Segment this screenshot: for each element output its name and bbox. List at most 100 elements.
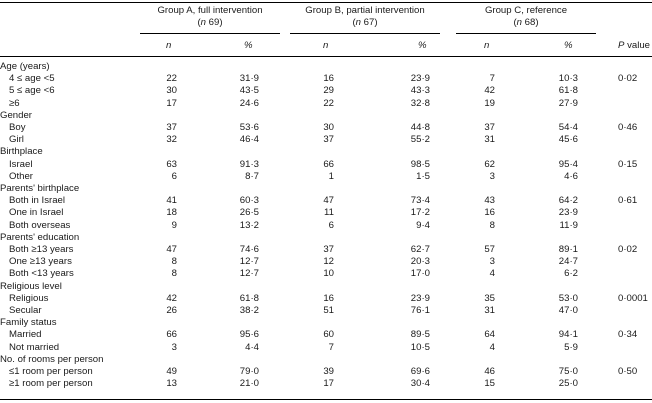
table-row: 5 ≤ age <6 30 43·5 29 43·3 42 61·8 [0,85,652,97]
row-label: Religious [9,292,49,304]
group-c-pct-cell: 61·8 [558,85,578,97]
group-c-name: Group C, reference [484,5,568,16]
row-label: Both overseas [9,219,71,231]
group-b-pct-cell: 23·9 [410,73,430,85]
group-b-n-cell: 17 [323,378,334,390]
section-title: Gender [0,109,32,121]
group-b-pct-cell: 73·4 [410,195,430,207]
table-row: Other 6 8·7 1 1·5 3 4·6 [0,171,652,183]
group-a-n-cell: 22 [166,73,177,85]
section-title: Family status [0,317,57,329]
group-c-n-cell: 8 [489,219,495,231]
group-a-n-cell: 8 [171,268,177,280]
section-header-row: Parents' birthplace [0,183,652,195]
group-a-pct-cell: 13·2 [239,219,259,231]
section-title: Age (years) [0,61,50,72]
group-b-n-cell: 39 [323,366,334,377]
group-b-pct-cell: 44·8 [410,122,430,133]
group-a-n-cell: 26 [166,305,177,316]
group-c-pct-cell: 47·0 [558,305,578,316]
group-c-n-cell: 62 [484,158,495,170]
group-c-pct-cell: 25·0 [558,378,578,390]
row-label: Married [9,329,42,341]
group-c-n: (n 68) [513,17,539,28]
group-a-n-cell: 18 [166,207,177,219]
table-row: One in Israel 18 26·5 11 17·2 16 23·9 [0,207,652,219]
group-a-pct-cell: 61·8 [239,292,259,304]
group-a-pct-cell: 26·5 [239,207,259,219]
group-b-n-cell: 16 [323,73,334,85]
group-c-pct-cell: 45·6 [558,134,578,146]
group-c-pct-cell: 53·0 [558,292,578,304]
group-b-pct-cell: 98·5 [410,158,430,170]
row-label: Girl [9,134,24,146]
group-a-pct-cell: 53·6 [239,122,259,133]
p-value-cell: 0·34 [618,329,638,341]
group-a-n-cell: 47 [166,244,177,255]
group-c-pct-cell: 23·9 [558,207,578,219]
group-b-n-cell: 16 [323,292,334,304]
p-value-cell: 0·61 [618,195,638,207]
group-a-pct-cell: 12·7 [239,268,259,280]
section-header-row: Birthplace [0,146,652,158]
group-b-pct-cell: 17·0 [410,268,430,280]
section-title: No. of rooms per person [0,353,104,365]
group-c-n-cell: 3 [489,256,495,268]
col-c-pct: % [564,40,573,51]
group-c-pct-cell: 11·9 [559,219,579,231]
group-b-rule [290,33,440,34]
group-b-n-cell: 66 [323,158,334,170]
col-c-n: n [484,40,490,51]
group-a-rule [140,33,280,34]
group-b-n-cell: 47 [323,195,334,207]
group-b-pct-cell: 30·4 [410,378,430,390]
table-row: Girl 32 46·4 37 55·2 31 45·6 [0,134,652,146]
section-header-row: Gender [0,110,652,122]
group-a-n-cell: 49 [166,366,177,377]
section-title: Birthplace [0,146,43,158]
group-a-n-cell: 30 [166,85,177,97]
row-label: 4 ≤ age <5 [9,73,55,85]
table-row: Boy 37 53·6 30 44·8 37 54·4 0·46 [0,122,652,134]
group-a-n-cell: 66 [166,329,177,341]
group-c-header: Group C, reference (n 68) [456,5,596,29]
col-b-n: n [323,40,329,51]
table-row: Both overseas 9 13·2 6 9·4 8 11·9 [0,220,652,232]
p-value-cell: 0·46 [618,122,638,133]
table-row: Secular 26 38·2 51 76·1 31 47·0 [0,305,652,317]
group-c-pct-cell: 5·9 [564,341,578,353]
p-value-cell: 0·0001 [618,292,648,304]
group-c-n-cell: 37 [484,122,495,133]
table-row: Both ≥13 years 47 74·6 37 62·7 57 89·1 0·02 [0,244,652,256]
p-value-cell: 0·50 [618,366,638,377]
row-label: Both in Israel [9,195,65,207]
group-b-n-cell: 12 [323,256,334,268]
group-a-header: Group A, full intervention (n 69) [140,5,280,29]
row-label: ≥6 [9,97,20,109]
group-b-pct-cell: 43·3 [410,85,430,97]
group-a-n-cell: 3 [171,341,177,353]
group-c-n-cell: 16 [484,207,495,219]
group-b-header: Group B, partial intervention (n 67) [290,5,440,29]
row-label: 5 ≤ age <6 [9,85,55,97]
header-rule [0,56,652,57]
section-header-row: Age (years) [0,61,652,73]
row-label: Secular [9,305,42,316]
group-c-n-cell: 35 [484,292,495,304]
table-row: Israel 63 91·3 66 98·5 62 95·4 0·15 [0,159,652,171]
group-c-n-cell: 4 [489,268,495,280]
table-row: 4 ≤ age <5 22 31·9 16 23·9 7 10·3 0·02 [0,73,652,85]
group-b-n-cell: 7 [328,341,334,353]
row-label: Not married [9,341,60,353]
group-b-pct-cell: 23·9 [410,292,430,304]
group-c-n-cell: 15 [484,378,495,390]
section-header-row: No. of rooms per person [0,354,652,366]
group-a-pct-cell: 8·7 [245,170,259,182]
group-a-n-cell: 17 [166,97,177,109]
group-a-pct-cell: 21·0 [239,378,259,390]
group-a-n-cell: 13 [166,378,177,390]
group-a-n-cell: 32 [166,134,177,146]
group-b-n-cell: 29 [323,85,334,97]
section-header-row: Religious level [0,281,652,293]
group-b-name: Group B, partial intervention [305,5,425,16]
